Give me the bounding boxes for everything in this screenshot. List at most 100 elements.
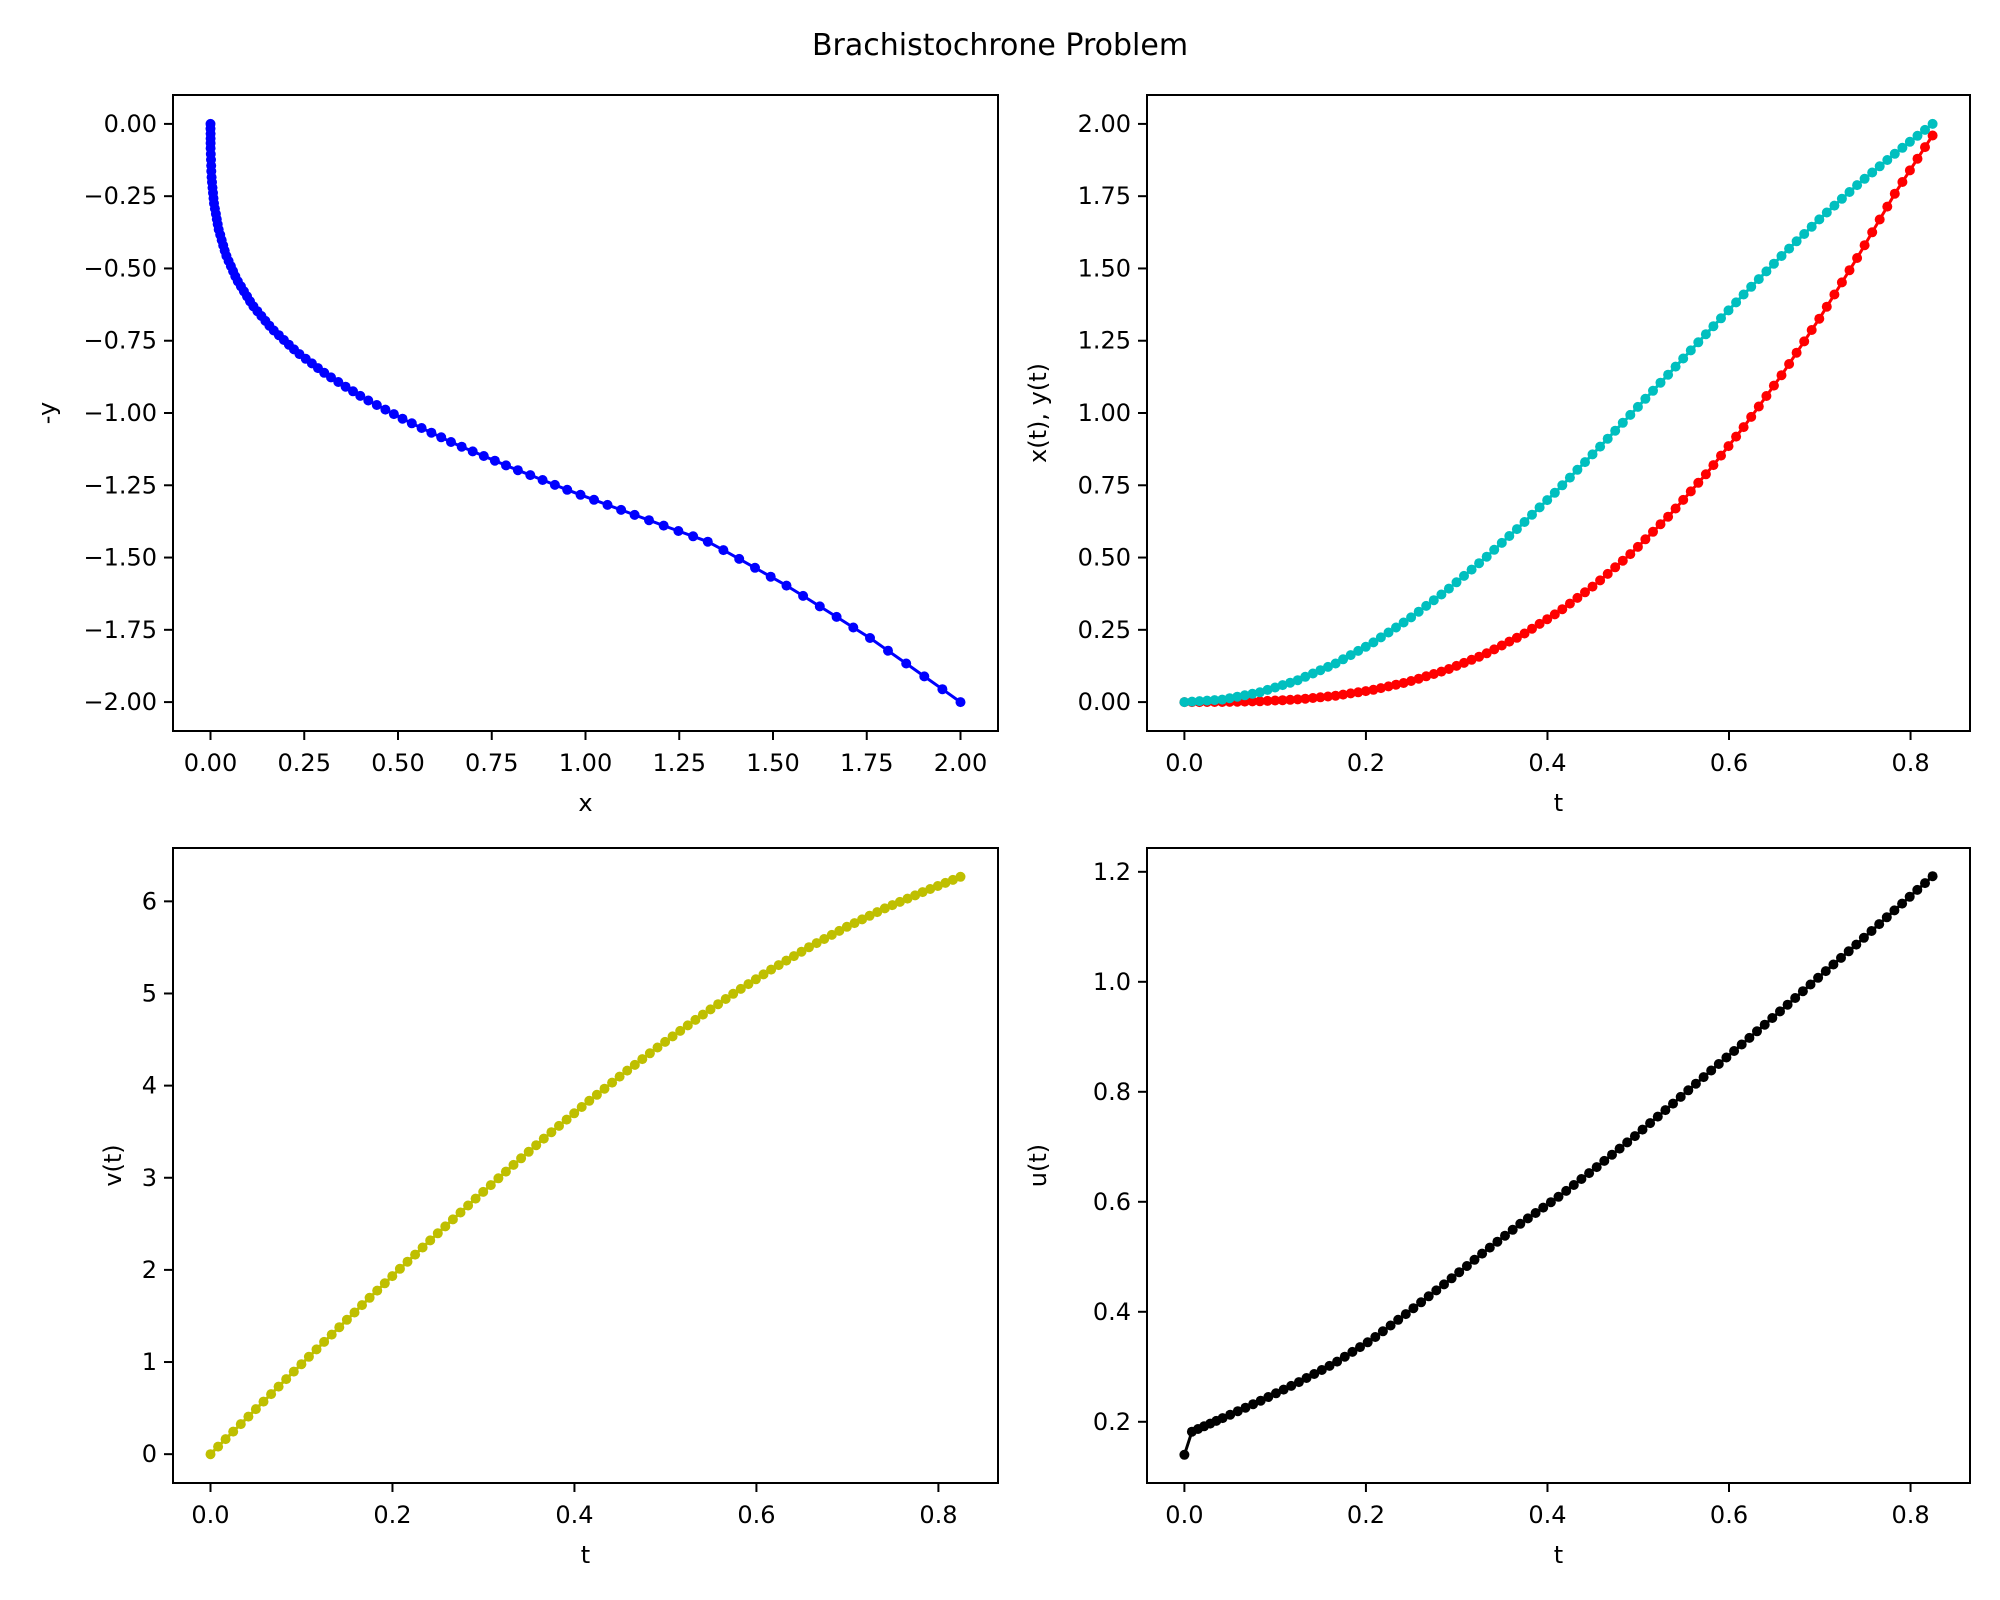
axes-frame: [172, 847, 999, 1484]
data-point: [326, 372, 336, 383]
data-point: [1391, 679, 1401, 690]
y-tick-label: 0.75: [1078, 471, 1131, 499]
data-point: [281, 1374, 292, 1385]
data-point: [1663, 369, 1674, 380]
data-point: [697, 1009, 708, 1020]
data-point: [901, 658, 912, 669]
data-point: [1920, 124, 1930, 135]
y-axis-label: -y: [33, 402, 61, 424]
data-point: [334, 1322, 345, 1333]
data-point: [629, 1059, 640, 1070]
data-point: [1330, 690, 1341, 701]
data-point: [1753, 401, 1764, 412]
data-point: [1625, 409, 1636, 420]
data-point: [1315, 665, 1326, 676]
x-axis-label: t: [1554, 789, 1563, 817]
data-point: [887, 900, 898, 911]
data-point: [1522, 1213, 1533, 1224]
data-point: [1708, 321, 1719, 332]
data-point: [1629, 1131, 1640, 1142]
data-point: [1474, 558, 1485, 569]
data-point: [1323, 661, 1333, 672]
data-point: [1595, 441, 1606, 452]
data-point: [1736, 1039, 1747, 1050]
data-point: [796, 946, 807, 957]
axes-position-vs-time: 0.0 0.2 0.4 0.6 0.8 0.00 0.25 0.50 0.75 1.00 1.25 1…: [1024, 94, 1971, 817]
data-point: [1814, 214, 1825, 225]
data-point: [1507, 1224, 1518, 1235]
x-tick-label: 0.0: [1165, 1501, 1203, 1529]
data-point: [758, 969, 769, 980]
data-point: [1859, 173, 1870, 184]
data-point: [1685, 345, 1696, 356]
y-tick-label: −0.75: [83, 327, 157, 355]
data-point: [743, 979, 754, 990]
data-point: [1527, 623, 1537, 634]
x-tick-label: 0.8: [1891, 749, 1929, 777]
data-point: [1443, 664, 1454, 674]
y-tick-label: 0.50: [1078, 544, 1131, 572]
data-point: [879, 903, 890, 914]
data-point: [1398, 678, 1409, 688]
data-point: [1738, 422, 1749, 433]
data-point: [865, 633, 875, 643]
y-tick-label: 1.25: [1078, 327, 1131, 355]
x-tick-label: 0.6: [1710, 1501, 1748, 1529]
data-point: [1867, 167, 1878, 178]
data-point: [1300, 693, 1311, 704]
y-axis-label: u(t): [1024, 1144, 1052, 1187]
data-point: [1527, 509, 1537, 520]
data-point: [1716, 450, 1726, 461]
data-point: [1693, 477, 1704, 488]
data-point: [235, 1419, 246, 1430]
data-point: [1912, 153, 1923, 164]
data-point: [426, 427, 437, 438]
data-point: [591, 1089, 602, 1100]
data-point: [688, 531, 699, 542]
data-point: [1332, 1356, 1343, 1367]
y-tick-label: 1.00: [1078, 399, 1131, 427]
data-point: [713, 999, 724, 1010]
data-point: [341, 1314, 352, 1325]
data-point: [1844, 187, 1855, 197]
data-point: [1744, 1032, 1755, 1043]
x-tick-label: 0.50: [371, 749, 424, 777]
data-point: [894, 896, 905, 907]
data-point: [1345, 650, 1356, 661]
data-point: [1821, 207, 1832, 218]
data-point: [702, 536, 713, 547]
data-point: [1904, 891, 1915, 902]
data-point: [705, 1004, 716, 1015]
data-point: [1836, 277, 1847, 288]
data-point: [1466, 564, 1477, 575]
data-point: [1889, 905, 1900, 916]
x-axis-label: x: [578, 789, 592, 817]
data-point: [1330, 658, 1341, 669]
data-point: [1640, 393, 1651, 404]
data-point: [1248, 1399, 1259, 1410]
data-point: [1545, 1197, 1556, 1208]
data-point: [1368, 684, 1379, 695]
data-point: [1776, 251, 1787, 261]
data-point: [947, 874, 958, 885]
data-point: [1655, 377, 1666, 388]
data-point: [1920, 878, 1930, 889]
data-point: [569, 1108, 580, 1119]
data-point: [1217, 694, 1228, 705]
data-point: [425, 1235, 436, 1246]
data-point: [1553, 1191, 1564, 1202]
data-point: [1355, 1342, 1365, 1353]
data-point: [902, 893, 913, 904]
data-point: [1315, 692, 1326, 703]
data-point: [296, 1359, 307, 1370]
data-point: [1496, 640, 1507, 651]
data-point: [883, 645, 893, 656]
data-point: [1690, 1078, 1701, 1089]
data-point: [523, 1146, 534, 1157]
data-point: [1591, 1162, 1602, 1173]
data-point: [1866, 926, 1877, 936]
data-point: [1232, 1406, 1243, 1417]
data-point: [788, 951, 799, 962]
data-point: [1700, 469, 1711, 480]
data-point: [589, 494, 599, 505]
